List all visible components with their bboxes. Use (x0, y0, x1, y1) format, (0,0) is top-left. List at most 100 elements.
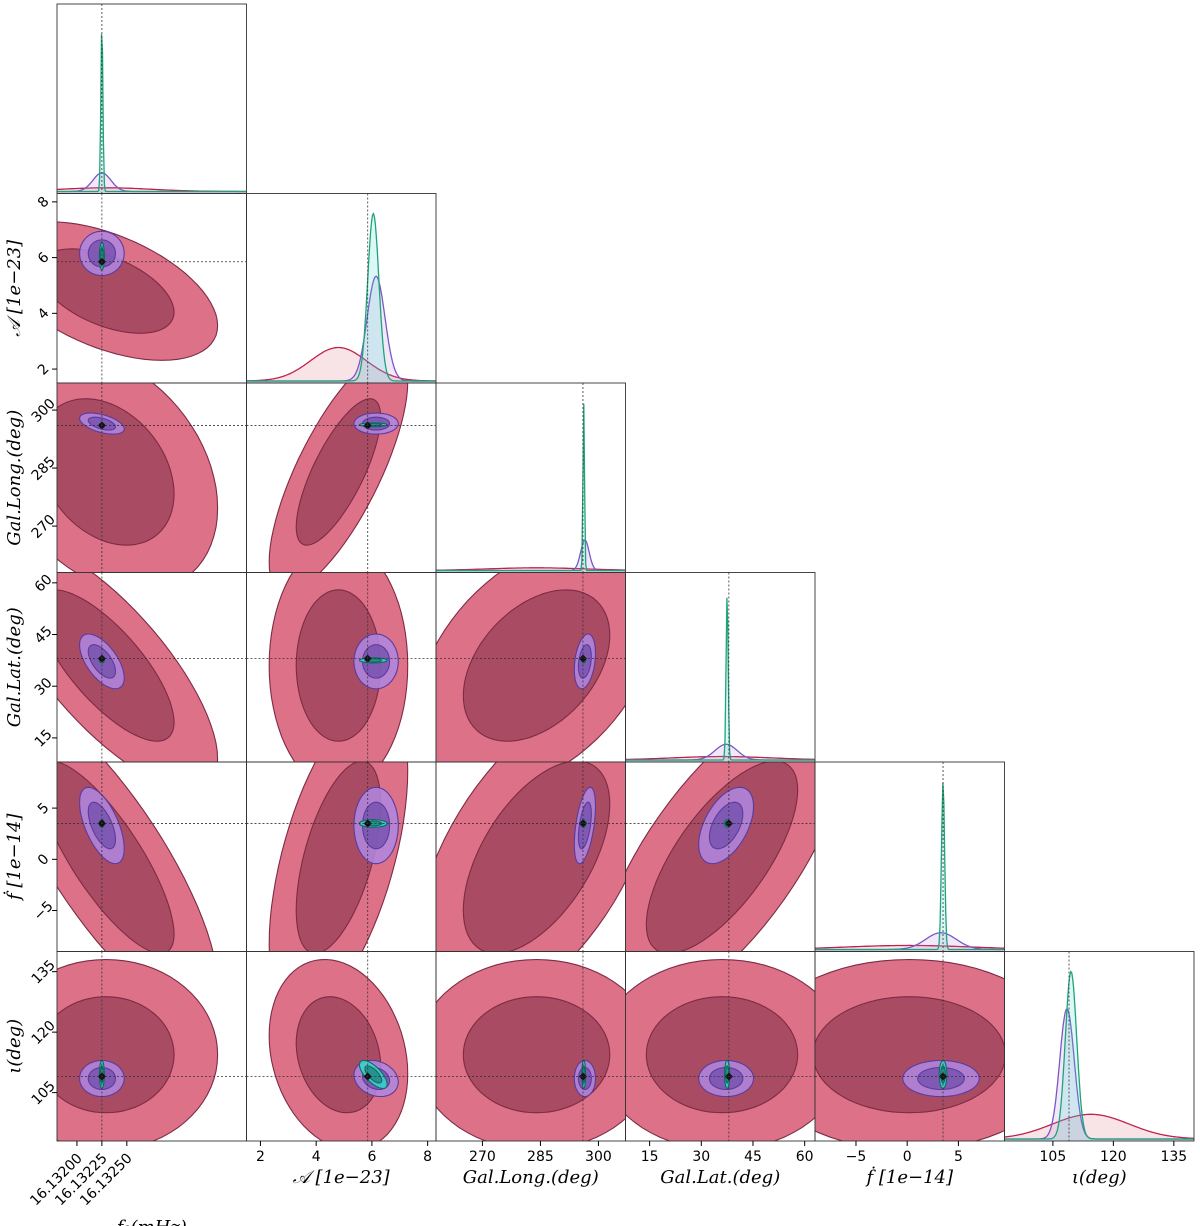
x-axis-label-iota: ι(deg) (1072, 1167, 1127, 1188)
contour-inner-series-1-iota-gal_long (462, 996, 611, 1114)
x-tick-label-gal_long: 285 (527, 1149, 554, 1165)
marginal-curve-series-1-gal_long (436, 567, 626, 571)
panel-fdot-vs-f0 (57, 762, 247, 952)
y-tick-label-amplitude: 2 (35, 361, 53, 379)
x-tick-label-amplitude: 8 (423, 1149, 432, 1165)
marginal-fill-series-1-amplitude (246, 347, 436, 383)
panel-fdot-vs-gal_lat (625, 762, 815, 952)
panel-fdot-vs-fdot (815, 762, 1005, 952)
marginal-fill-series-3-gal_long (436, 403, 626, 573)
y-axis-label-iota: ι(deg) (4, 1019, 25, 1074)
truth-marker-gal_lat-gal_long (579, 654, 587, 663)
contour-inner-series-3-iota-amplitude (364, 1065, 383, 1084)
marginal-curve-series-3-gal_lat (625, 597, 815, 761)
y-tick-label-gal_long: 300 (29, 396, 59, 426)
marginal-fill-series-2-fdot (815, 932, 1005, 952)
panel-frame-gal_long-gal_long (435, 382, 626, 573)
marginal-fill-series-2-gal_lat (625, 744, 815, 762)
marginal-curve-series-3-gal_long (436, 403, 626, 572)
marginal-curve-series-1-iota (1004, 1113, 1194, 1139)
x-tick-label-fdot: 0 (903, 1149, 912, 1165)
contour-inner-series-1-iota-gal_lat (645, 996, 799, 1114)
panel-f0-vs-f0 (57, 4, 247, 194)
y-tick-label-gal_lat: 45 (32, 623, 56, 647)
y-tick-label-gal_lat: 30 (32, 675, 56, 699)
contour-inner-series-1-gal_long-f0 (57, 398, 175, 546)
panel-iota-vs-f0 (57, 951, 247, 1141)
contour-inner-series-1-iota-fdot (815, 996, 1005, 1114)
panel-gal_long-vs-f0 (57, 383, 247, 573)
x-axis-label-gal_long: Gal.Long.(deg) (463, 1167, 599, 1188)
panel-gal_lat-vs-amplitude (246, 572, 436, 762)
marginal-curve-series-3-amplitude (246, 212, 436, 382)
panel-fdot-vs-gal_long (436, 762, 626, 952)
y-tick-label-gal_long: 285 (29, 454, 59, 484)
y-tick-label-iota: 135 (29, 957, 59, 987)
y-tick-label-fdot: −5 (31, 898, 57, 924)
panel-iota-vs-amplitude (246, 951, 436, 1141)
panel-frame-fdot-fdot (814, 761, 1005, 952)
contour-inner-series-1-gal_lat-gal_long (462, 589, 611, 742)
x-tick-label-gal_long: 270 (469, 1149, 496, 1165)
marginal-fill-series-2-amplitude (246, 276, 436, 383)
x-tick-label-fdot: 5 (954, 1149, 963, 1165)
y-tick-label-gal_lat: 60 (32, 572, 56, 596)
x-tick-label-gal_lat: 60 (796, 1149, 814, 1165)
y-tick-label-iota: 120 (29, 1018, 59, 1048)
panel-iota-vs-gal_long (436, 951, 626, 1141)
marginal-curve-series-2-gal_long (436, 539, 626, 572)
y-tick-label-fdot: 0 (35, 851, 53, 869)
x-tick-label-iota: 105 (1040, 1149, 1067, 1165)
panel-gal_lat-vs-gal_lat (625, 572, 815, 762)
x-tick-label-gal_long: 300 (585, 1149, 612, 1165)
panel-iota-vs-fdot (815, 951, 1005, 1141)
marginal-fill-series-3-fdot (815, 782, 1005, 952)
x-tick-label-gal_lat: 15 (641, 1149, 659, 1165)
x-tick-label-amplitude: 6 (367, 1149, 376, 1165)
panel-frame-f0-f0 (56, 3, 247, 194)
panel-amplitude-vs-amplitude (246, 193, 436, 383)
marginal-curve-series-3-iota (1004, 970, 1194, 1140)
x-axis-label-gal_lat: Gal.Lat.(deg) (660, 1167, 780, 1188)
x-tick-label-amplitude: 4 (312, 1149, 321, 1165)
y-axis-label-gal_long: Gal.Long.(deg) (4, 410, 25, 546)
panel-gal_lat-vs-gal_long (436, 572, 626, 762)
y-tick-label-fdot: 5 (35, 800, 53, 818)
marginal-curve-series-3-fdot (815, 782, 1005, 951)
marginal-fill-series-3-f0 (57, 34, 247, 194)
x-axis-label-amplitude: 𝒜 [1e−23] (293, 1167, 391, 1188)
panel-iota-vs-iota (1004, 951, 1194, 1141)
y-tick-label-amplitude: 6 (35, 249, 53, 267)
y-axis-label-amplitude: 𝒜 [1e−23] (4, 239, 25, 337)
x-axis-label-f0: f₀(mHz) (115, 1217, 187, 1226)
marginal-fill-series-3-gal_lat (625, 597, 815, 762)
y-tick-label-gal_lat: 15 (32, 727, 56, 751)
marginal-curve-series-1-amplitude (246, 346, 436, 382)
panel-amplitude-vs-f0 (57, 193, 247, 383)
x-tick-label-gal_lat: 30 (692, 1149, 710, 1165)
marginal-fill-series-2-gal_long (436, 540, 626, 573)
x-axis-label-fdot: ḟ [1e−14] (864, 1165, 953, 1188)
panel-gal_long-vs-amplitude (246, 383, 436, 573)
y-tick-label-iota: 105 (29, 1078, 59, 1108)
x-tick-label-fdot: −5 (846, 1149, 867, 1165)
marginal-fill-series-1-iota (1004, 1114, 1194, 1141)
x-tick-label-iota: 135 (1160, 1149, 1187, 1165)
y-tick-label-gal_long: 270 (29, 512, 59, 542)
panel-fdot-vs-amplitude (246, 762, 436, 952)
contour-inner-series-1-gal_lat-amplitude (295, 589, 382, 742)
panel-gal_lat-vs-f0 (57, 572, 247, 762)
y-axis-label-gal_lat: Gal.Lat.(deg) (4, 607, 25, 727)
panel-gal_long-vs-gal_long (436, 383, 626, 573)
contour-inner-series-1-fdot-gal_long (462, 762, 611, 952)
panel-frame-iota-iota (1004, 951, 1195, 1142)
y-tick-label-amplitude: 4 (35, 305, 53, 323)
y-axis-label-fdot: ḟ [1e−14] (2, 813, 25, 902)
x-tick-label-iota: 120 (1100, 1149, 1127, 1165)
marginal-curve-series-3-f0 (57, 33, 247, 193)
contour-inner-series-1-gal_long-amplitude (295, 398, 382, 546)
x-tick-label-gal_lat: 45 (744, 1149, 762, 1165)
x-tick-label-amplitude: 2 (256, 1149, 265, 1165)
marginal-curve-series-1-gal_lat (625, 755, 815, 761)
